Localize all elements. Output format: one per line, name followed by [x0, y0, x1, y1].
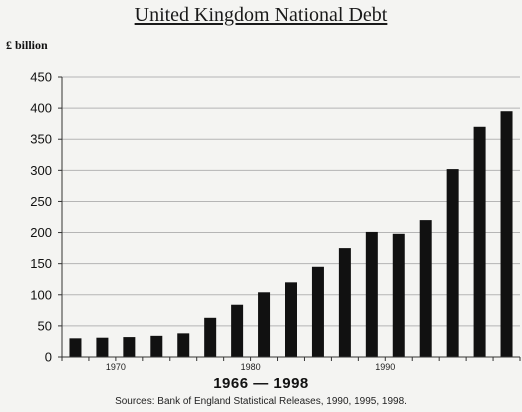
bar-1990	[392, 233, 405, 357]
x-tick-label: 1980	[241, 362, 261, 372]
y-axis-unit-label: £ billion	[6, 38, 48, 52]
y-tick-label: 400	[30, 101, 52, 116]
bar-1984	[311, 266, 324, 357]
y-tick-label: 350	[30, 132, 52, 147]
y-tick-label: 50	[38, 318, 52, 333]
bar-1996	[473, 126, 486, 358]
y-tick-label: 250	[30, 194, 52, 209]
chart-title: United Kingdom National Debt	[134, 4, 388, 26]
x-tick-label: 1990	[375, 362, 395, 372]
y-tick-label: 150	[30, 256, 52, 271]
bar-1972	[150, 335, 163, 357]
y-tick-label: 200	[30, 225, 52, 240]
bars	[69, 111, 513, 358]
bar-1992	[419, 220, 432, 357]
period-label: 1966 — 1998	[213, 375, 309, 392]
bar-1966	[69, 338, 82, 357]
bar-1970	[123, 337, 136, 357]
source-note: Sources: Bank of England Statistical Rel…	[115, 396, 407, 407]
bar-1978	[231, 304, 244, 357]
y-axis-ticks: 0 50 100 150 200 250 300 350 400 450	[30, 70, 62, 365]
bar-1976	[204, 317, 217, 357]
bar-1968	[96, 337, 109, 357]
bar-1974	[177, 333, 190, 357]
x-axis-ticks: 1970 1980 1990	[61, 357, 521, 372]
bar-1986	[338, 248, 351, 357]
bar-1982	[285, 282, 297, 357]
bar-1980	[258, 292, 271, 357]
bar-1988	[365, 231, 378, 357]
y-tick-label: 0	[45, 350, 52, 365]
bar-1994	[446, 169, 459, 357]
y-tick-label: 450	[30, 70, 52, 85]
bar-1998	[500, 111, 513, 357]
x-tick-label: 1970	[106, 362, 126, 372]
gridlines	[62, 76, 520, 327]
y-tick-label: 100	[30, 287, 52, 302]
y-tick-label: 300	[30, 163, 52, 178]
